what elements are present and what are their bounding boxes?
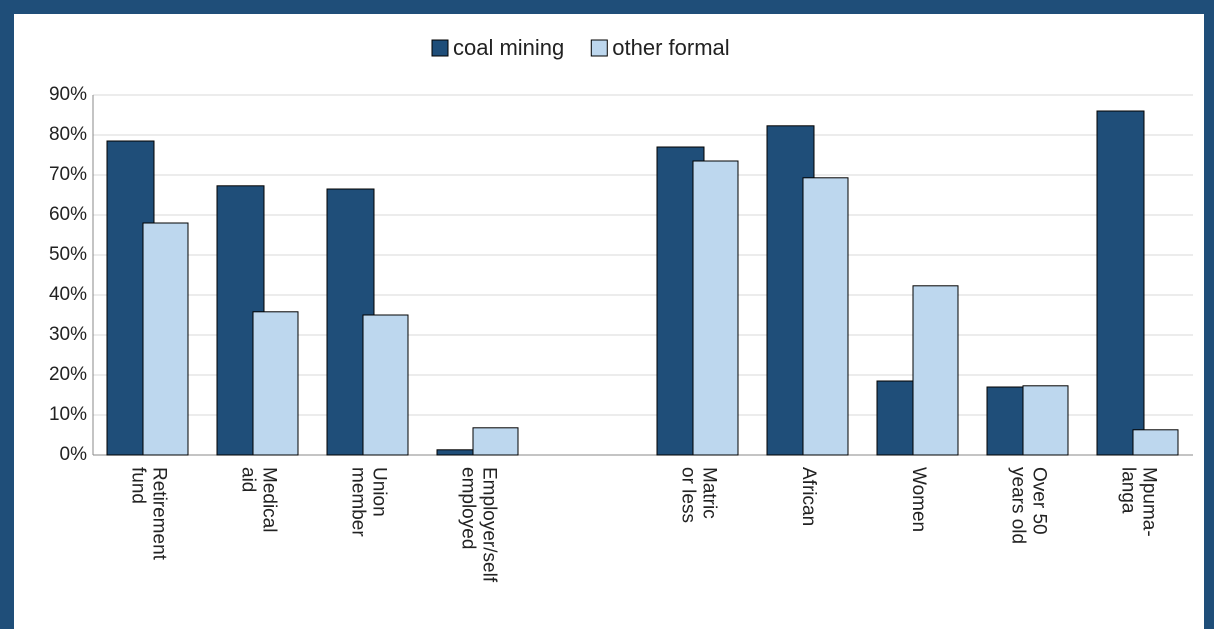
x-tick-label-group: African <box>798 467 819 526</box>
x-tick-label: aid <box>237 467 258 492</box>
bar <box>692 160 739 456</box>
y-tick-label: 70% <box>49 164 87 185</box>
x-tick-label: years old <box>1007 467 1028 544</box>
y-tick-label: 50% <box>49 244 87 265</box>
x-tick-label: Union <box>368 467 389 517</box>
legend-label: coal mining <box>453 35 564 60</box>
bar <box>802 177 849 456</box>
x-tick-label: African <box>798 467 819 526</box>
x-tick-label: fund <box>127 467 148 504</box>
x-tick-label: Mpuma- <box>1138 467 1159 537</box>
x-tick-label: member <box>347 467 368 537</box>
x-tick-label: Employer/self <box>478 467 499 583</box>
y-tick-label: 80% <box>49 124 87 145</box>
y-tick-label: 20% <box>49 364 87 385</box>
y-tick-label: 30% <box>49 324 87 345</box>
x-tick-label: or less <box>677 467 698 523</box>
x-tick-label: Matric <box>698 467 719 519</box>
y-tick-label: 90% <box>49 84 87 105</box>
y-tick-label: 10% <box>49 404 87 425</box>
bar <box>1096 110 1145 456</box>
x-tick-label-group: Women <box>908 467 929 532</box>
bar <box>472 427 519 456</box>
x-tick-label: Medical <box>258 467 279 532</box>
bar <box>1132 429 1179 456</box>
x-tick-label-group: Mpuma-langa <box>1117 467 1159 537</box>
x-tick-label: employed <box>457 467 478 549</box>
y-tick-label: 60% <box>49 204 87 225</box>
y-tick-label: 0% <box>60 444 88 465</box>
bar <box>142 222 189 456</box>
bar <box>362 314 409 456</box>
x-tick-label: Retirement <box>148 467 169 561</box>
bar <box>912 285 959 456</box>
y-tick-label: 40% <box>49 284 87 305</box>
legend-swatch <box>431 39 449 57</box>
bar <box>252 311 299 456</box>
x-tick-label: langa <box>1117 467 1138 514</box>
legend-swatch <box>590 39 608 57</box>
x-tick-label: Women <box>908 467 929 532</box>
legend-label: other formal <box>612 35 729 60</box>
x-tick-label: Over 50 <box>1028 467 1049 535</box>
bar <box>1022 385 1069 456</box>
chart-area <box>14 14 1204 629</box>
